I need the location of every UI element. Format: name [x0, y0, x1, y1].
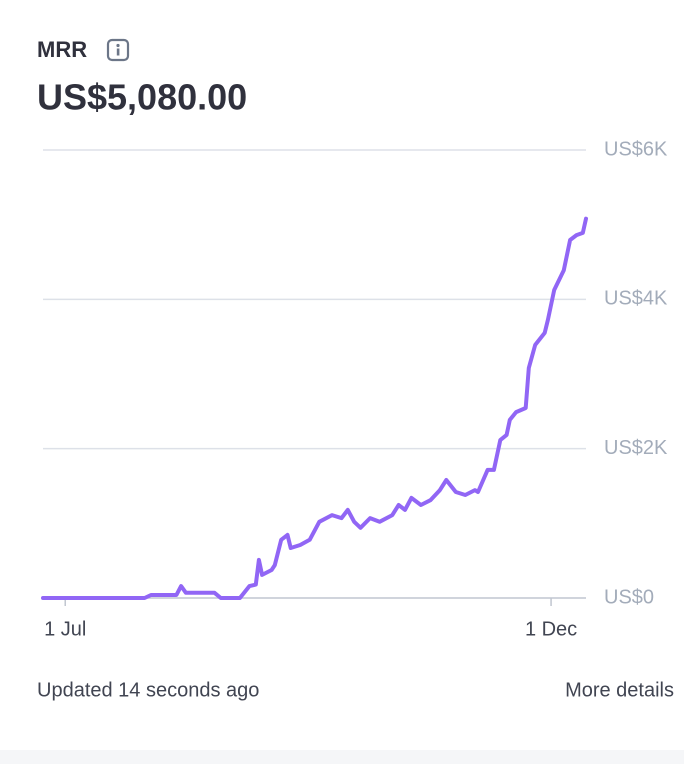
updated-text: Updated 14 seconds ago: [37, 679, 259, 701]
mrr-value: US$5,080.00: [37, 77, 247, 118]
x-tick-label: 1 Jul: [44, 618, 86, 640]
y-tick-label: US$2K: [604, 437, 668, 459]
y-tick-label: US$0: [604, 586, 654, 608]
card-title: MRR: [37, 37, 87, 62]
more-details-link[interactable]: More details: [565, 679, 674, 701]
mrr-line: [41, 216, 588, 600]
page-background: [0, 750, 684, 764]
y-tick-label: US$4K: [604, 288, 668, 310]
info-icon[interactable]: [106, 38, 130, 62]
y-tick-label: US$6K: [604, 138, 668, 160]
x-tick-label: 1 Dec: [525, 618, 577, 640]
chart: US$0 US$2K US$4K US$6K 1 Jul 1 Dec: [41, 138, 668, 640]
